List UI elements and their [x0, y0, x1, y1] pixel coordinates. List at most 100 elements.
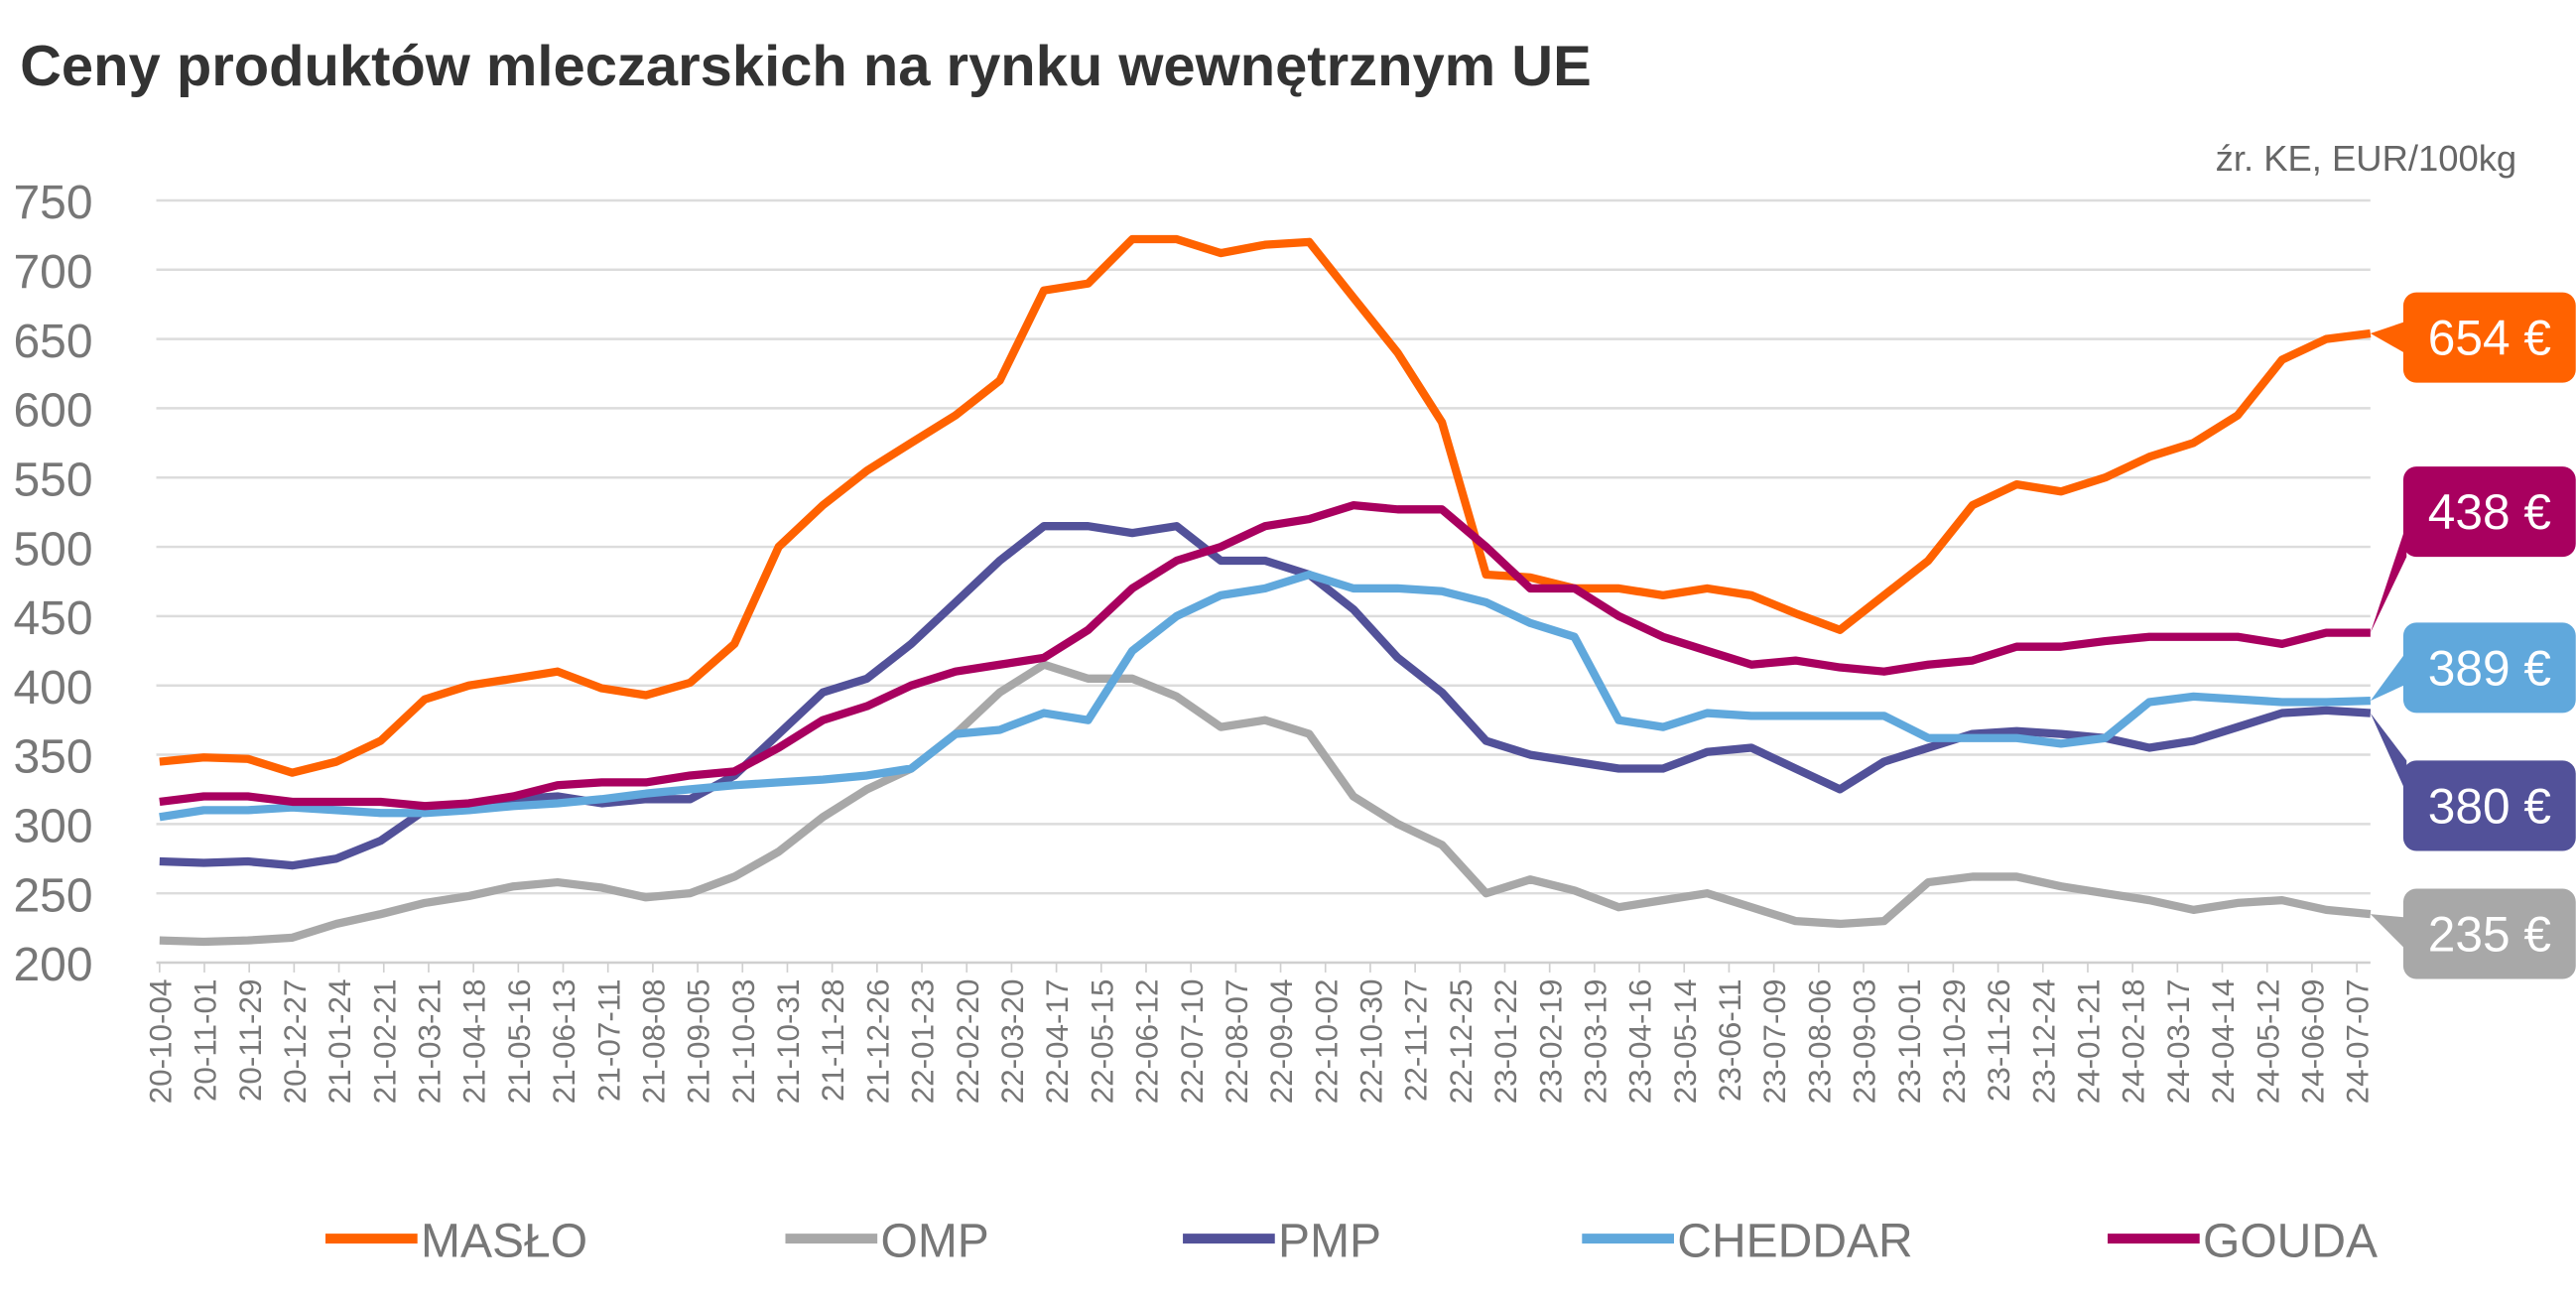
x-tick-label: 23-02-19 — [1533, 979, 1568, 1105]
y-tick-label: 500 — [13, 523, 92, 576]
x-tick-label: 24-03-17 — [2161, 979, 2196, 1105]
y-tick-label: 300 — [13, 801, 92, 853]
x-tick-label: 24-07-07 — [2341, 979, 2376, 1105]
series-line-pmp — [159, 522, 2372, 870]
x-tick-label: 23-03-19 — [1578, 979, 1612, 1105]
series-line-cheddar — [159, 570, 2371, 822]
y-tick-label: 450 — [13, 592, 92, 645]
y-tick-label: 200 — [13, 939, 92, 991]
legend-label: MASŁO — [421, 1215, 587, 1267]
x-tick-label: 21-09-05 — [682, 979, 716, 1105]
x-tick-label: 21-08-08 — [636, 979, 671, 1105]
data-label: 235 € — [2428, 906, 2551, 962]
x-tick-label: 22-12-25 — [1444, 979, 1479, 1105]
x-tick-label: 22-04-17 — [1040, 979, 1075, 1105]
legend-item-omp: OMP — [785, 1215, 989, 1267]
x-tick-label: 21-10-31 — [771, 979, 806, 1105]
x-tick-label: 21-01-24 — [322, 979, 357, 1105]
x-tick-label: 23-10-01 — [1892, 979, 1927, 1105]
y-tick-label: 550 — [13, 454, 92, 506]
x-tick-label: 24-01-21 — [2072, 979, 2107, 1105]
x-tick-label: 23-11-26 — [1982, 979, 2016, 1103]
legend-label: PMP — [1278, 1215, 1381, 1267]
series-line-gouda — [159, 501, 2371, 811]
x-tick-label: 22-03-20 — [995, 979, 1030, 1105]
x-tick-label: 20-12-27 — [278, 979, 313, 1105]
x-tick-label: 23-08-06 — [1802, 979, 1837, 1105]
x-tick-label: 21-03-21 — [413, 979, 448, 1105]
x-tick-label: 22-06-12 — [1130, 979, 1165, 1105]
x-tick-label: 24-02-18 — [2117, 979, 2151, 1105]
callout-box — [2402, 622, 2576, 714]
x-tick-label: 22-10-02 — [1309, 979, 1344, 1105]
x-tick-label: 23-06-11 — [1713, 979, 1747, 1103]
callout-pointer — [2370, 524, 2407, 633]
callout-box — [2402, 888, 2576, 979]
y-tick-label: 700 — [13, 246, 92, 299]
legend-label: GOUDA — [2203, 1215, 2378, 1267]
series-line-omp — [159, 660, 2372, 947]
x-tick-label: 20-10-04 — [143, 979, 178, 1105]
callout-box — [2402, 760, 2576, 851]
data-label: 438 € — [2428, 484, 2551, 540]
x-tick-label: 24-04-14 — [2206, 979, 2241, 1105]
x-tick-label: 24-05-12 — [2251, 979, 2285, 1105]
callout-masło: 654 € — [2370, 292, 2576, 383]
callout-box — [2402, 466, 2576, 558]
x-tick-label: 21-07-11 — [591, 979, 626, 1103]
callout-cheddar: 389 € — [2370, 622, 2576, 714]
data-label: 654 € — [2428, 311, 2551, 366]
x-tick-label: 23-01-22 — [1488, 979, 1523, 1105]
x-tick-label: 21-04-18 — [457, 979, 492, 1105]
legend-label: CHEDDAR — [1677, 1215, 1912, 1267]
callout-box — [2402, 292, 2576, 383]
legend-item-masło: MASŁO — [324, 1215, 587, 1267]
y-tick-label: 600 — [13, 385, 92, 438]
y-tick-label: 400 — [13, 662, 92, 715]
x-tick-label: 21-10-03 — [726, 979, 761, 1105]
y-tick-label: 750 — [13, 177, 92, 229]
series-line-masło — [159, 234, 2372, 777]
x-tick-label: 23-05-14 — [1668, 979, 1703, 1105]
x-tick-label: 22-08-07 — [1220, 979, 1254, 1105]
x-tick-label: 21-05-16 — [502, 979, 537, 1105]
x-tick-label: 22-05-15 — [1085, 979, 1119, 1105]
y-tick-label: 350 — [13, 731, 92, 784]
callout-gouda: 438 € — [2370, 466, 2576, 633]
x-tick-label: 22-01-23 — [906, 979, 941, 1105]
x-tick-label: 22-07-10 — [1175, 979, 1210, 1105]
x-tick-label: 23-04-16 — [1623, 979, 1658, 1105]
x-tick-label: 21-06-13 — [547, 979, 581, 1105]
callout-omp: 235 € — [2370, 888, 2576, 979]
callout-pointer — [2370, 651, 2407, 702]
x-tick-label: 22-10-30 — [1354, 979, 1389, 1105]
y-tick-label: 250 — [13, 869, 92, 922]
x-tick-label: 21-11-28 — [816, 979, 850, 1103]
callout-pmp: 380 € — [2370, 713, 2576, 851]
legend-item-pmp: PMP — [1183, 1215, 1381, 1267]
x-tick-label: 22-02-20 — [951, 979, 985, 1105]
x-tick-label: 21-02-21 — [367, 979, 402, 1105]
x-tick-label: 23-09-03 — [1848, 979, 1882, 1105]
legend-label: OMP — [880, 1215, 988, 1267]
x-tick-label: 22-09-04 — [1264, 979, 1299, 1105]
x-tick-label: 23-12-24 — [2026, 979, 2061, 1105]
x-tick-label: 24-06-09 — [2296, 979, 2331, 1105]
x-tick-label: 22-11-27 — [1399, 979, 1434, 1103]
source-note: źr. KE, EUR/100kg — [2216, 138, 2517, 179]
x-tick-label: 20-11-01 — [189, 979, 223, 1103]
callout-pointer — [2370, 914, 2407, 951]
x-tick-label: 21-12-26 — [860, 979, 895, 1105]
chart-title: Ceny produktów mleczarskich na rynku wew… — [20, 35, 1592, 98]
callout-pointer — [2370, 321, 2407, 354]
callout-pointer — [2370, 713, 2407, 794]
data-label: 380 € — [2428, 778, 2551, 834]
x-tick-label: 23-07-09 — [1757, 979, 1792, 1105]
legend-item-gouda: GOUDA — [2107, 1215, 2378, 1267]
x-tick-label: 20-11-29 — [233, 979, 268, 1103]
data-label: 389 € — [2428, 640, 2551, 696]
x-tick-label: 23-10-29 — [1937, 979, 1972, 1105]
y-tick-label: 650 — [13, 316, 92, 368]
legend-item-cheddar: CHEDDAR — [1582, 1215, 1913, 1267]
